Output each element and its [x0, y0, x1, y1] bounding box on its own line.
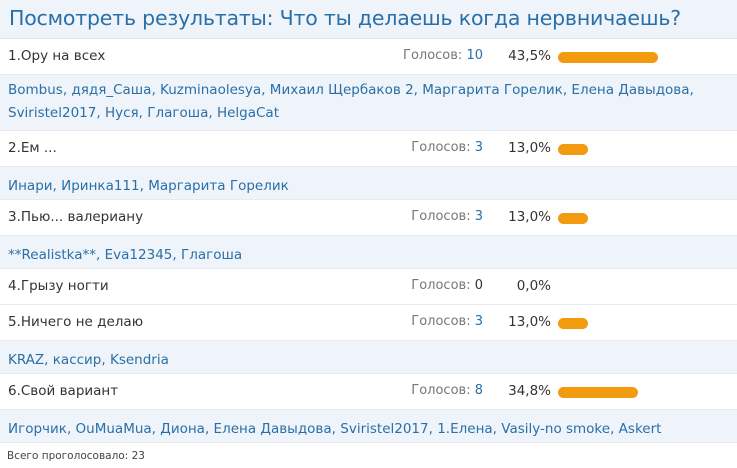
votes-number[interactable]: 8 [474, 383, 483, 398]
vote-percent: 34,8% [508, 383, 551, 399]
voter-link[interactable]: Eva12345 [104, 247, 173, 263]
vote-count: Голосов: 10 [403, 48, 483, 63]
votes-label: Голосов: [411, 140, 471, 155]
answer-row: 1.Ору на всех Голосов: 10 43,5% [0, 39, 737, 75]
voter-link[interactable]: **Realistka** [8, 247, 97, 263]
voter-link[interactable]: Глагоша [180, 247, 243, 263]
voter-link[interactable]: Askert [618, 421, 662, 437]
vote-percent: 13,0% [508, 140, 551, 156]
votes-number[interactable]: 3 [474, 140, 483, 155]
voters-list: Инари, Иринка111, Маргарита Горелик [8, 178, 289, 194]
votes-number[interactable]: 3 [474, 314, 483, 329]
vote-percent: 13,0% [508, 209, 551, 225]
vote-percent: 0,0% [516, 278, 551, 294]
votes-label: Голосов: [411, 314, 471, 329]
votes-number: 0 [474, 278, 483, 293]
poll-header: Посмотреть результаты: Что ты делаешь ко… [0, 0, 737, 39]
voters-list: KRAZ, кассир, Ksendria [8, 352, 169, 368]
voter-link[interactable]: Игорчик [8, 421, 67, 437]
voters-row: Инари, Иринка111, Маргарита Горелик [0, 167, 737, 200]
voter-link[interactable]: Диона [160, 421, 205, 437]
vote-count: Голосов: 0 [411, 278, 483, 293]
votes-label: Голосов: [411, 278, 471, 293]
voters-list: Игорчик, OuMuaMua, Диона, Елена Давыдова… [8, 421, 662, 437]
voter-link[interactable]: KRAZ [8, 352, 45, 368]
answer-row: 5.Ничего не делаю Голосов: 3 13,0% [0, 305, 737, 341]
vote-percent: 13,0% [508, 314, 551, 330]
total-voters: Всего проголосовало: 23 [7, 450, 145, 462]
answer-label: 2.Ем ... [8, 140, 57, 156]
vote-count: Голосов: 3 [411, 209, 483, 224]
answer-row: 2.Ем ... Голосов: 3 13,0% [0, 131, 737, 167]
votes-number[interactable]: 3 [474, 209, 483, 224]
voter-link[interactable]: Михаил Щербаков 2 [269, 82, 414, 98]
voter-link[interactable]: Елена Давыдова [213, 421, 332, 437]
vote-percent: 43,5% [508, 48, 551, 64]
voters-list: Bombus, дядя_Саша, Kuzminaolesya, Михаил… [8, 82, 694, 121]
percent-bar [558, 318, 588, 329]
voter-link[interactable]: Глагоша [147, 105, 209, 121]
voters-row: Bombus, дядя_Саша, Kuzminaolesya, Михаил… [0, 75, 737, 131]
answer-label: 6.Свой вариант [8, 383, 119, 399]
voter-link[interactable]: Sviristel2017 [8, 105, 97, 121]
poll-answers-list: 1.Ору на всех Голосов: 10 43,5% Bombus, дяд… [0, 39, 737, 443]
voter-link[interactable]: HelgaCat [216, 105, 279, 121]
voter-link[interactable]: Ksendria [109, 352, 169, 368]
voter-link[interactable]: Vasily-no smoke [501, 421, 611, 437]
voter-link[interactable]: Нуся [104, 105, 139, 121]
answer-label: 1.Ору на всех [8, 48, 106, 64]
voter-link[interactable]: Елена Давыдова [571, 82, 690, 98]
voter-link[interactable]: Bombus [8, 82, 63, 98]
percent-bar [558, 52, 658, 63]
voter-link[interactable]: Иринка111 [61, 178, 140, 194]
voter-link[interactable]: Инари [8, 178, 53, 194]
voters-row: KRAZ, кассир, Ksendria [0, 341, 737, 374]
voter-link[interactable]: Kuzminaolesya [160, 82, 262, 98]
percent-bar [558, 144, 588, 155]
vote-count: Голосов: 3 [411, 314, 483, 329]
voter-link[interactable]: 1.Елена [437, 421, 493, 437]
answer-row: 6.Свой вариант Голосов: 8 34,8% [0, 374, 737, 410]
votes-number[interactable]: 10 [466, 48, 483, 63]
votes-label: Голосов: [411, 209, 471, 224]
answer-label: 4.Грызу ногти [8, 278, 109, 294]
voter-link[interactable]: Маргарита Горелик [148, 178, 289, 194]
answer-label: 3.Пью... валериану [8, 209, 144, 225]
voter-link[interactable]: кассир [52, 352, 102, 368]
voters-row: **Realistka**, Eva12345, Глагоша [0, 236, 737, 269]
voter-link[interactable]: Sviristel2017 [340, 421, 429, 437]
page-title: Посмотреть результаты: Что ты делаешь ко… [9, 6, 681, 30]
percent-bar [558, 387, 638, 398]
votes-label: Голосов: [411, 383, 471, 398]
vote-count: Голосов: 3 [411, 140, 483, 155]
voters-list: **Realistka**, Eva12345, Глагоша [8, 247, 243, 263]
vote-count: Голосов: 8 [411, 383, 483, 398]
voter-link[interactable]: Маргарита Горелик [422, 82, 563, 98]
percent-bar [558, 213, 588, 224]
votes-label: Голосов: [403, 48, 463, 63]
answer-row: 4.Грызу ногти Голосов: 0 0,0% [0, 269, 737, 305]
voter-link[interactable]: дядя_Саша [71, 82, 152, 98]
voter-link[interactable]: OuMuaMua [75, 421, 152, 437]
answer-row: 3.Пью... валериану Голосов: 3 13,0% [0, 200, 737, 236]
voters-row: Игорчик, OuMuaMua, Диона, Елена Давыдова… [0, 410, 737, 443]
answer-label: 5.Ничего не делаю [8, 314, 144, 330]
